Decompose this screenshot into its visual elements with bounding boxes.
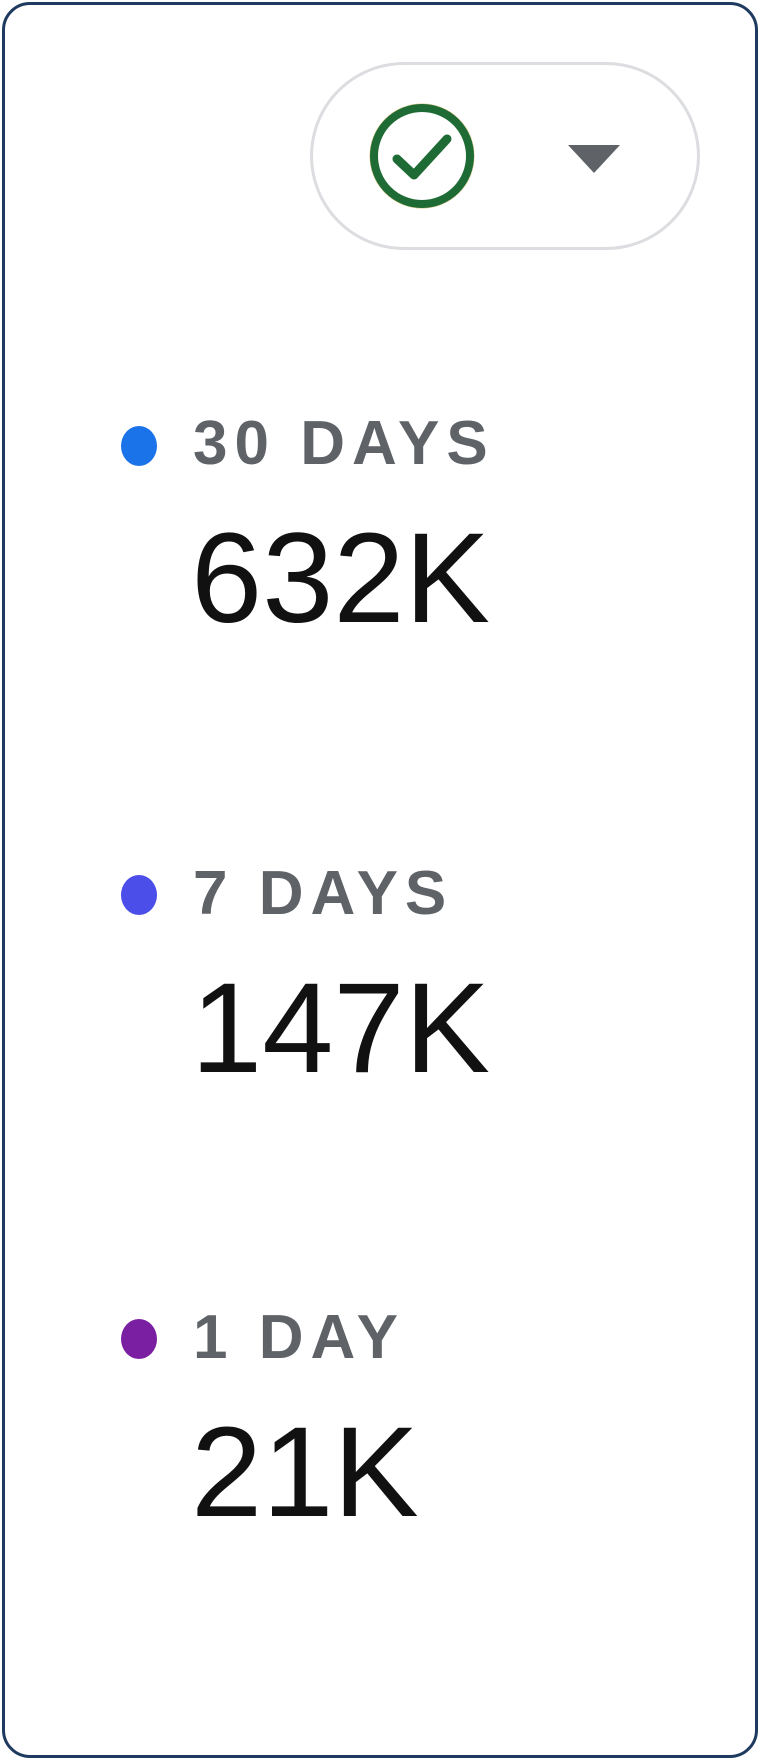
metric-value: 632K: [191, 507, 490, 650]
series-dot-30-days: [121, 426, 157, 466]
metric-label: 30 DAYS: [193, 409, 495, 478]
check-circle-icon: [369, 103, 475, 209]
metric-label: 7 DAYS: [193, 859, 454, 928]
caret-down-icon: [568, 145, 620, 173]
metric-label: 1 DAY: [193, 1303, 405, 1372]
metric-value: 21K: [191, 1401, 419, 1544]
series-dot-7-days: [121, 875, 157, 915]
metric-value: 147K: [191, 957, 490, 1100]
status-dropdown-button[interactable]: [310, 62, 700, 250]
series-dot-1-day: [121, 1319, 157, 1359]
